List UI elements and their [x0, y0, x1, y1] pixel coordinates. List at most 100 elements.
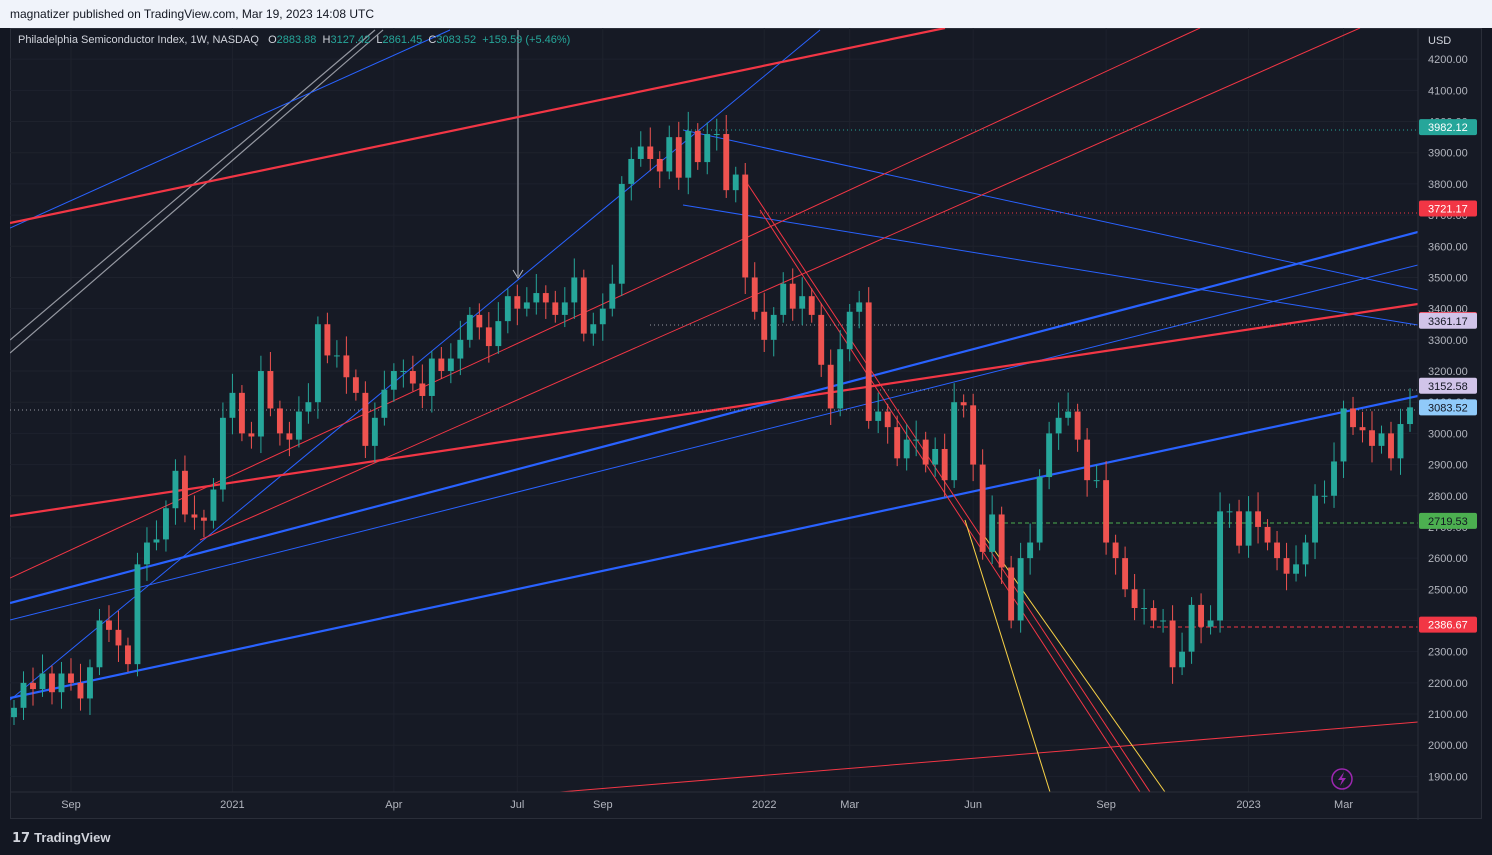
candle — [87, 667, 93, 699]
trendline-red — [759, 209, 1141, 792]
price-label-text: 3152.58 — [1428, 381, 1468, 393]
price-label-text: 2386.67 — [1428, 620, 1468, 632]
price-label-tag — [1419, 200, 1477, 217]
candle — [647, 146, 654, 159]
candle — [295, 411, 302, 440]
publisher-bar: magnatizer published on TradingView.com,… — [0, 0, 1492, 28]
x-tick-label: Apr — [385, 799, 402, 811]
publisher-text: magnatizer published on TradingView.com,… — [10, 7, 374, 21]
open-label: O — [268, 34, 277, 46]
candle — [1036, 477, 1043, 543]
candle — [1103, 480, 1110, 543]
candle — [1264, 526, 1271, 543]
candle — [808, 296, 815, 315]
candle — [970, 405, 977, 465]
x-tick-label: Mar — [840, 799, 859, 811]
y-tick-label: 3600.00 — [1428, 241, 1468, 253]
candle — [998, 514, 1005, 568]
candle — [191, 514, 198, 518]
candle — [875, 411, 882, 421]
y-tick-label: 3800.00 — [1428, 179, 1468, 191]
symbol-legend: Philadelphia Semiconductor Index, 1W, NA… — [18, 34, 570, 46]
chart-panel[interactable] — [10, 28, 1482, 819]
candle — [951, 402, 958, 481]
price-label-text: 3361.17 — [1428, 316, 1468, 328]
x-tick-label: Sep — [593, 799, 613, 811]
candle — [163, 508, 169, 540]
trendline-blue — [682, 204, 1418, 326]
price-label-tag — [1419, 399, 1477, 416]
candle — [1255, 511, 1261, 527]
candle — [1027, 542, 1034, 559]
candle — [1388, 433, 1394, 459]
candle — [960, 402, 967, 406]
candle — [1369, 430, 1375, 446]
price-label-tag — [1419, 377, 1477, 394]
candle — [210, 489, 217, 521]
candle — [1112, 542, 1119, 559]
candle — [1008, 567, 1015, 621]
candle — [276, 408, 283, 434]
y-tick-label: 4100.00 — [1428, 85, 1468, 97]
arrow-head — [512, 269, 524, 279]
candle — [922, 439, 929, 465]
price-label-tag — [1419, 312, 1477, 329]
lightning-icon[interactable] — [1331, 768, 1353, 790]
trendline-blue — [10, 29, 821, 701]
price-label-tag — [1419, 119, 1477, 136]
candle — [49, 673, 55, 693]
candle — [1207, 620, 1214, 627]
price-label-text: 3982.12 — [1428, 122, 1468, 134]
candle — [1131, 589, 1138, 609]
low-value: 2861.45 — [382, 34, 423, 46]
trendline-red — [744, 179, 1151, 792]
trendline-red — [559, 721, 1418, 792]
x-tick-label: Jul — [510, 799, 524, 811]
tradingview-mark: 17 — [12, 831, 31, 846]
candle — [238, 392, 245, 434]
candle — [106, 620, 112, 630]
candle — [533, 293, 540, 303]
candle — [542, 293, 549, 303]
candle — [1188, 604, 1195, 652]
candle — [352, 377, 359, 393]
candle — [637, 146, 644, 159]
candle — [457, 339, 464, 359]
candle — [618, 183, 625, 284]
candle — [96, 620, 103, 668]
currency-label: USD — [1428, 35, 1452, 47]
candle — [827, 364, 834, 409]
candle — [428, 358, 435, 396]
y-tick-label: 2200.00 — [1428, 678, 1468, 690]
candle — [257, 371, 264, 437]
x-tick-label: 2022 — [752, 799, 776, 811]
candle — [599, 308, 606, 325]
candle — [1378, 433, 1385, 446]
trendline-blue — [10, 264, 1418, 621]
symbol-name: Philadelphia Semiconductor Index, 1W, NA… — [18, 34, 259, 46]
candle — [818, 314, 825, 365]
candle — [751, 277, 758, 312]
candle — [1150, 608, 1157, 621]
candle — [153, 539, 160, 543]
trendline-blue-thick — [10, 394, 1418, 700]
candle — [742, 174, 749, 278]
candle — [789, 283, 796, 309]
candle — [552, 302, 559, 315]
candle — [115, 629, 122, 646]
candle — [1093, 480, 1100, 482]
candle — [324, 324, 331, 356]
tradingview-logo[interactable]: 17 TradingView — [12, 830, 110, 846]
candle — [1198, 604, 1205, 627]
candle — [713, 134, 720, 136]
candle — [1074, 411, 1081, 440]
x-tick-label: Mar — [1334, 799, 1353, 811]
candle — [1321, 495, 1328, 497]
candle — [172, 470, 179, 509]
candle — [1141, 608, 1148, 610]
candle — [514, 296, 521, 309]
candle — [333, 355, 340, 357]
candle — [58, 673, 65, 693]
axes-layer: 1900.002000.002100.002200.002300.002400.… — [10, 28, 1477, 820]
